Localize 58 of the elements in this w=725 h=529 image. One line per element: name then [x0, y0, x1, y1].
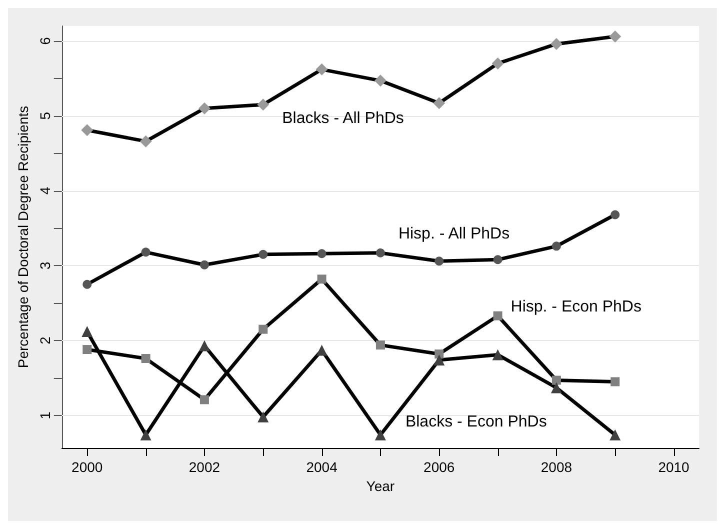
series-label: Blacks - All PhDs	[282, 110, 404, 128]
point	[82, 345, 92, 354]
point	[550, 38, 562, 50]
x-tick-label: 2004	[306, 459, 338, 475]
y-tick-label: 4	[36, 186, 53, 195]
point	[198, 102, 210, 114]
point	[257, 98, 270, 111]
point	[434, 354, 445, 366]
point	[258, 250, 268, 259]
point	[610, 377, 620, 386]
point	[493, 311, 502, 320]
point	[141, 354, 150, 364]
point	[198, 340, 210, 352]
point	[317, 249, 326, 258]
x-tick-label: 2002	[188, 459, 220, 475]
series-label: Hisp. - All PhDs	[398, 225, 510, 242]
point	[552, 242, 561, 251]
y-tick-label: 5	[36, 112, 53, 120]
point	[258, 411, 269, 422]
point	[200, 395, 209, 404]
point	[316, 344, 328, 356]
point	[610, 429, 621, 440]
y-tick-label: 2	[36, 336, 53, 344]
y-axis-title: Percentage of Doctoral Degree Recipients	[15, 106, 31, 368]
point	[550, 382, 562, 394]
point	[374, 74, 386, 87]
x-axis-title: Year	[366, 478, 395, 494]
point	[140, 429, 152, 440]
x-tick-label: 2010	[658, 459, 690, 475]
y-tick-label: 3	[36, 262, 53, 270]
point	[81, 124, 94, 136]
point	[492, 349, 504, 360]
y-tick-label: 1	[36, 411, 53, 420]
point	[434, 350, 444, 359]
point	[200, 260, 209, 270]
point	[376, 248, 385, 258]
point	[316, 63, 328, 76]
point	[492, 57, 504, 70]
point	[493, 255, 502, 264]
point	[433, 97, 446, 110]
series-label: Blacks - Econ PhDs	[405, 413, 547, 430]
point	[610, 210, 620, 220]
point	[609, 30, 622, 42]
point	[317, 274, 326, 284]
point	[374, 429, 386, 440]
point	[141, 248, 150, 257]
point	[376, 340, 385, 350]
point	[258, 324, 268, 334]
point	[434, 256, 444, 266]
point	[82, 326, 93, 338]
x-tick-label: 2000	[72, 459, 103, 475]
x-tick-label: 2006	[424, 459, 455, 475]
point	[140, 135, 152, 148]
series-label: Hisp. - Econ PhDs	[510, 298, 642, 316]
point	[82, 280, 92, 289]
x-tick-label: 2008	[540, 459, 572, 475]
point	[552, 376, 561, 385]
y-tick-label: 6	[36, 36, 53, 45]
